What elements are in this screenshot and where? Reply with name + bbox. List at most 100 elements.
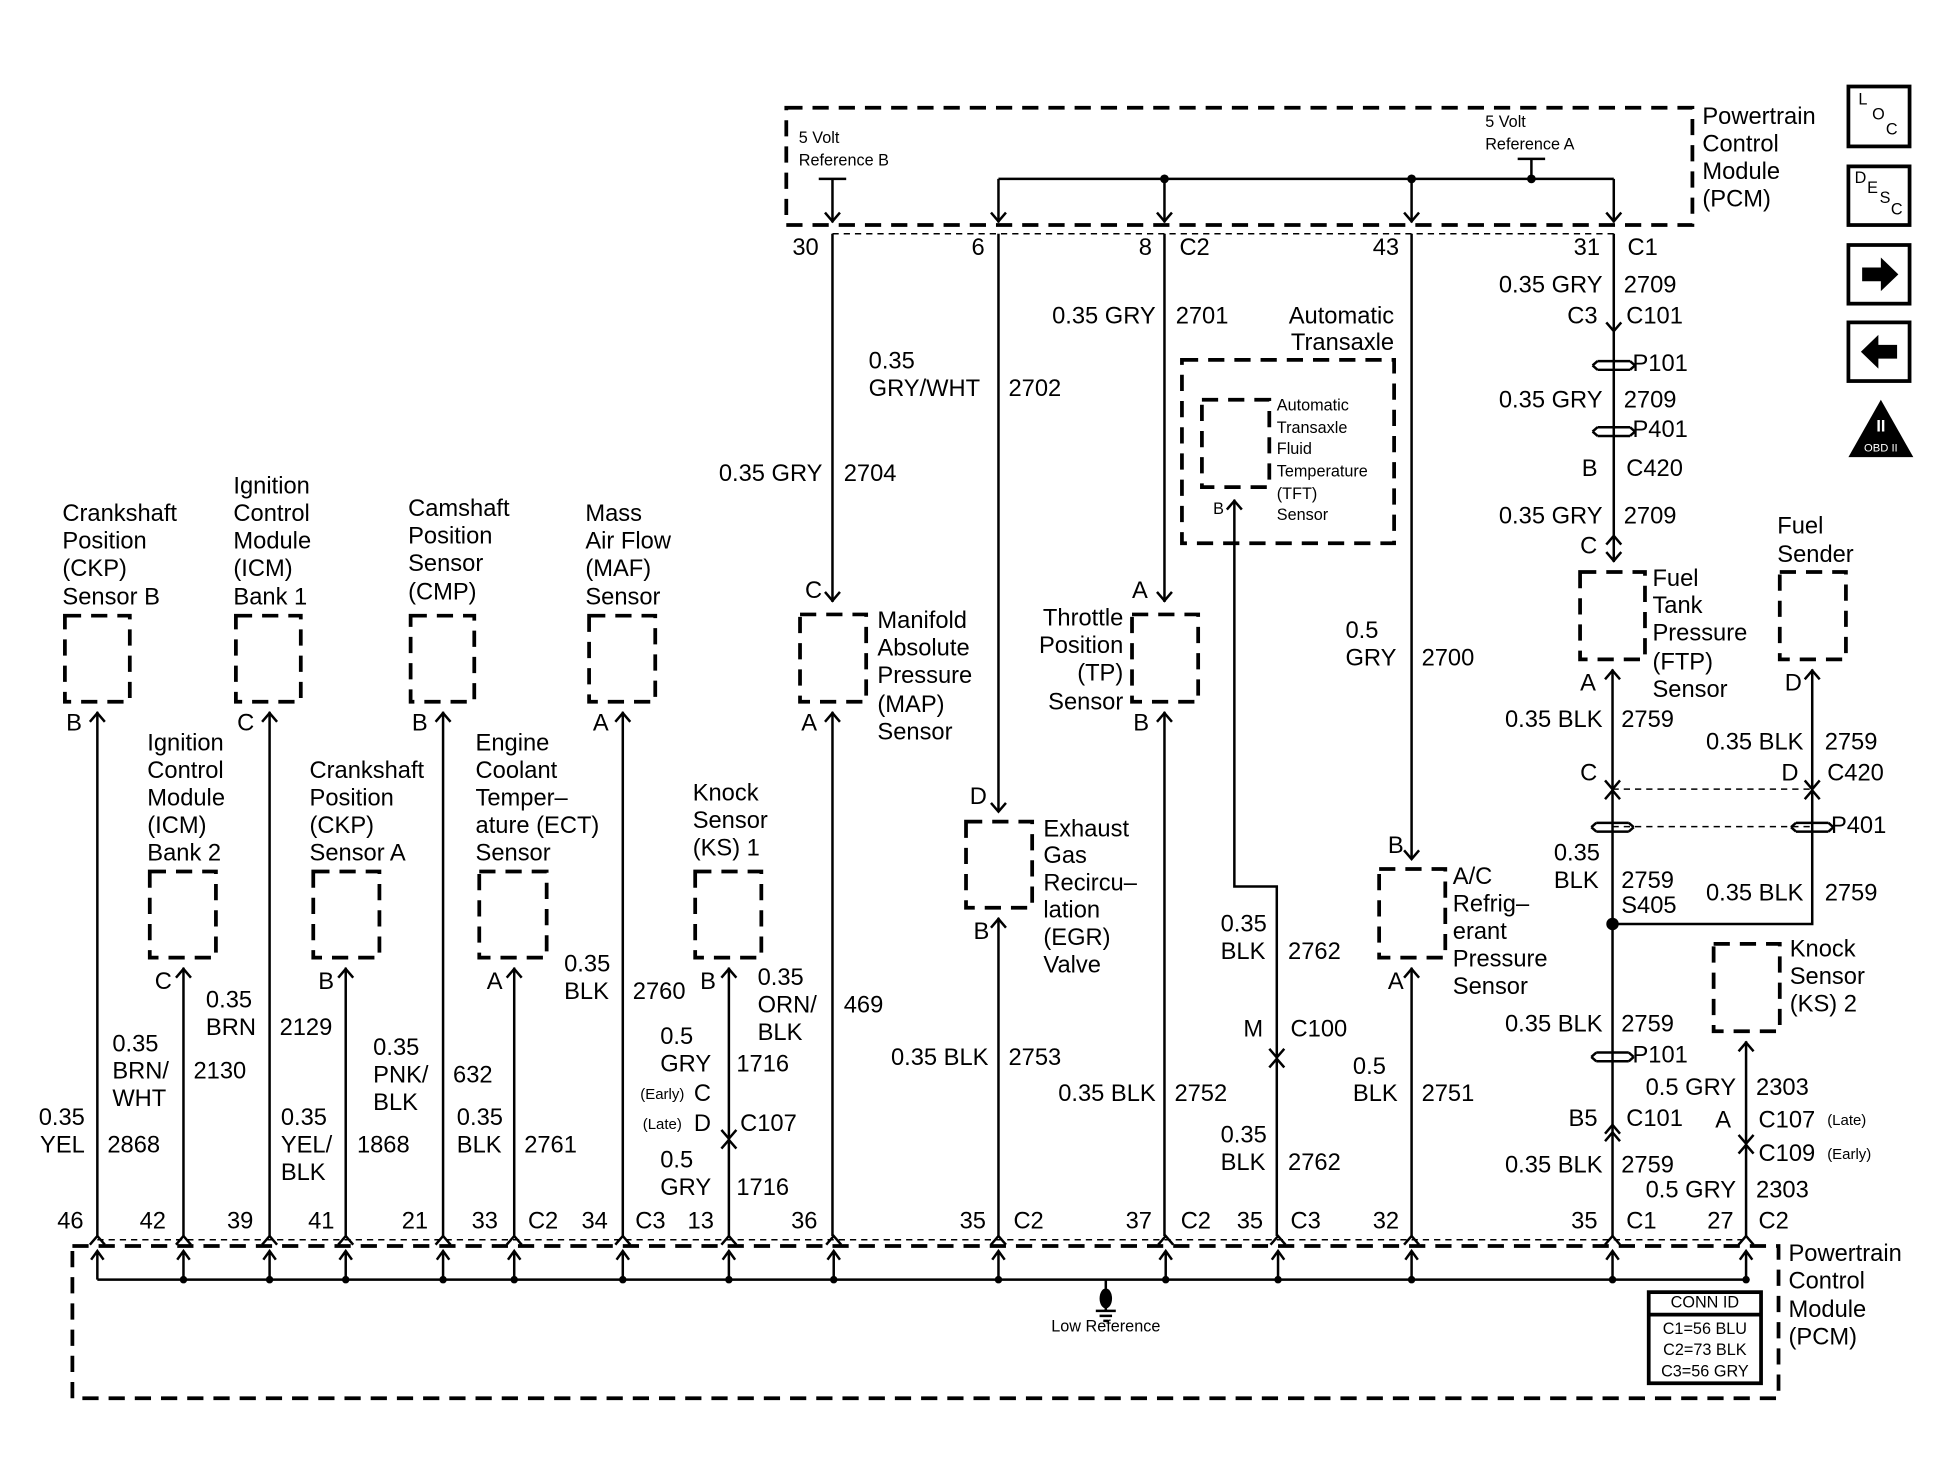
pcm-label: (PCM) [1702,186,1770,212]
conn-id-title: CONN ID [1671,1294,1739,1312]
connector-line [1612,788,1813,828]
map-sensor[interactable] [798,612,869,704]
pin-label: B [1133,711,1149,737]
next-arrow-icon[interactable] [1846,243,1912,306]
pin-label: 37 [1126,1209,1152,1235]
junction-dot [1527,174,1536,184]
pin-label: A [1388,969,1404,995]
icon-letter: C [1886,120,1898,138]
circuit-number: 2759 [1825,729,1878,755]
component-label: Knock [693,780,759,806]
icm-bank2-module[interactable] [147,869,218,960]
pcm-top: Powertrain Control Module (PCM) 5 Volt R… [784,104,1816,261]
ftp-sensor[interactable] [1578,570,1647,662]
pin-label: 35 [1237,1209,1263,1235]
circuit-number: 2762 [1288,1150,1341,1176]
pin-label: B [1582,456,1598,482]
obd-label: OBD II [1864,442,1898,454]
ks1-sensor[interactable] [693,869,764,960]
wire-color: BLK [1554,868,1599,894]
component-label: Recircu– [1043,870,1137,896]
pin-label: 34 [581,1209,607,1235]
bus-junction-dot [341,1275,350,1284]
pin-label: A [1715,1107,1731,1133]
wire-color: BLK [1221,1150,1266,1176]
bottom-pin-connectors [88,1234,1755,1284]
previous-arrow-icon[interactable] [1846,320,1912,383]
ckp-a-sensor[interactable] [311,869,382,960]
component-label: Sensor [877,719,952,745]
side-icons: L O C D E S C II OBD II [1846,84,1914,458]
splice-id: S405 [1621,893,1676,919]
egr-valve[interactable] [964,819,1035,910]
bottom-pin-labels: 46 42 39 41 21 33 C2 34 C3 13 36 35 C2 37 C2 35 C3 32 35 C1… [57,1209,1789,1235]
bus-junction-dot [829,1275,838,1284]
component-label: Fuel [1777,513,1823,539]
passthrough-icons [1590,359,1835,1063]
pin-label: C1 [1628,235,1658,261]
wire-gauge-color: 0.35 BLK [1058,1081,1156,1107]
component-label: Sensor A [310,840,406,866]
cmp-sensor[interactable] [408,613,477,704]
pcm-label: Module [1789,1297,1867,1323]
pin-label: C2 [1179,235,1209,261]
component-label: Position [1039,633,1123,659]
obd-ii-icon[interactable]: II OBD II [1848,399,1914,458]
ks2-sensor[interactable] [1711,942,1782,1034]
pin-label: D [1781,760,1798,786]
wire-gauge: 0.35 [206,988,252,1014]
fuel-sender[interactable] [1777,570,1848,662]
wire-color: GRY/WHT [869,376,980,402]
pin-label: B [700,969,716,995]
circuit-number: 2129 [280,1015,333,1041]
wire-color: BLK [1221,939,1266,965]
pin-connector-icon [88,1234,106,1280]
pin-label: C2 [1013,1209,1043,1235]
wire-gauge-color: 0.35 BLK [1505,707,1603,733]
wire-gauge-color: 0.35 BLK [1706,729,1804,755]
pin-label: 8 [1139,235,1152,261]
wire-gauge-color: 0.5 GRY [1646,1177,1737,1203]
pin-label: A [593,711,609,737]
bus-junction-dot [1608,1275,1617,1284]
maf-sensor[interactable] [587,613,658,704]
component-label: Sensor [585,584,660,610]
component-label: Gas [1043,843,1086,869]
component-label: Exhaust [1043,817,1129,843]
connector-id: C101 [1626,1106,1683,1132]
icm-bank1-module[interactable] [234,613,303,704]
circuit-number: 2753 [1008,1045,1061,1071]
pcm-label: Powertrain [1702,104,1815,130]
circuit-number: 1868 [357,1132,410,1158]
wire-gauge: 0.35 [457,1105,503,1131]
component-label: Fuel [1652,566,1698,592]
description-icon[interactable]: D E S C [1846,164,1912,227]
component-label: (KS) 1 [693,835,760,861]
pin-label: C [805,578,822,604]
pin-label: C2 [1181,1209,1211,1235]
pin-connector-icon [1157,1234,1175,1280]
tp-sensor[interactable] [1130,612,1201,704]
connector-id: C420 [1626,456,1683,482]
ckp-b-sensor[interactable] [63,613,132,704]
wire-color: BLK [758,1020,803,1046]
pin-label: 32 [1373,1209,1399,1235]
tft-label: Fluid [1277,440,1312,458]
component-label: Position [62,528,146,554]
wire-gauge: 0.35 [1221,911,1267,937]
pcm-label: (PCM) [1789,1325,1857,1351]
location-icon[interactable]: L O C [1846,84,1912,149]
tft-sensor[interactable] [1200,397,1272,490]
wire-gauge: 0.35 [564,951,610,977]
component-label: Throttle [1043,606,1123,632]
pin-label: 36 [791,1209,817,1235]
pin-label: C [1580,760,1597,786]
component-label: Sensor [1652,677,1727,703]
wire-gauge: 0.5 [1345,618,1378,644]
component-label: Coolant [476,758,558,784]
ect-sensor[interactable] [477,869,549,960]
ac-pressure-sensor[interactable] [1377,867,1448,960]
pin-connector-icon [1269,1234,1287,1280]
wire-gauge-color: 0.35 GRY [1499,272,1603,298]
